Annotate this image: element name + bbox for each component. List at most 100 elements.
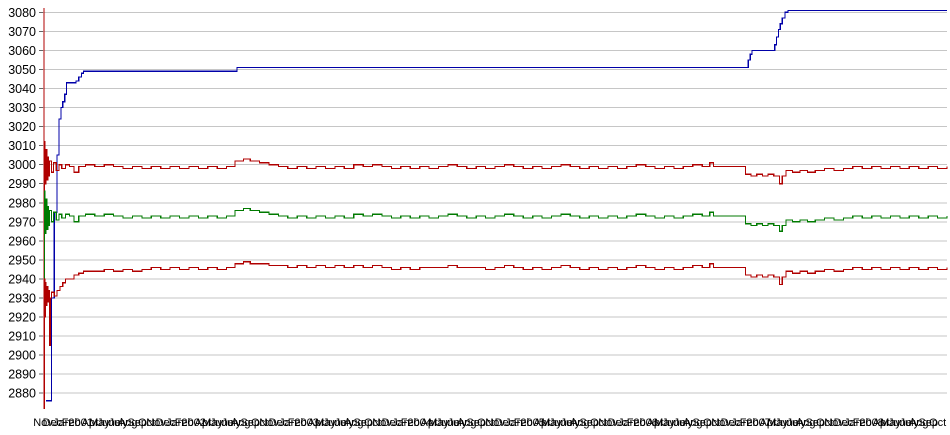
x-tick-label: Aug (570, 417, 590, 429)
x-tick-label: June (436, 417, 460, 429)
x-tick-label: June (888, 417, 912, 429)
x-tick-label: Oct (929, 417, 946, 429)
x-tick-label: Sep (805, 417, 825, 429)
x-tick-label: Sep (579, 417, 599, 429)
x-tick-label: July (900, 417, 920, 429)
x-tick-label: July (109, 417, 129, 429)
x-tick-label: Dec (721, 417, 741, 429)
x-tick-label: 2001 (68, 417, 92, 429)
y-tick-label: 2890 (8, 368, 36, 382)
y-tick-label: 3010 (8, 139, 36, 153)
x-axis-labels: NovDecJanFeb2001AprMayJuneJulyAugSepOctN… (33, 417, 946, 429)
x-tick-label: Oct (703, 417, 720, 429)
x-tick-label: May (654, 417, 675, 429)
y-tick-label: 2900 (8, 349, 36, 363)
y-tick-label: 3020 (8, 120, 36, 134)
x-tick-label: Aug (344, 417, 364, 429)
x-tick-label: Oct (816, 417, 833, 429)
y-axis-ticks (39, 11, 43, 394)
y-axis-labels: 2880 2890 2900 2910 2920 2930 2940 2950 2960 2970… (8, 6, 36, 401)
y-tick-label: 3000 (8, 158, 36, 172)
x-tick-label: May (89, 417, 110, 429)
x-tick-label: June (662, 417, 686, 429)
x-tick-label: Sep (353, 417, 373, 429)
x-tick-label: June (775, 417, 799, 429)
series-blue-step-line (45, 9, 947, 402)
x-tick-label: July (561, 417, 581, 429)
x-tick-label: Nov (146, 417, 166, 429)
data-series (43, 7, 948, 409)
x-tick-label: 2005 (520, 417, 544, 429)
y-tick-label: 2990 (8, 177, 36, 191)
series-red-lower-line (43, 261, 948, 409)
x-tick-label: July (222, 417, 242, 429)
x-tick-label: 2008 (859, 417, 883, 429)
y-tick-label: 2910 (8, 330, 36, 344)
x-tick-label: June (323, 417, 347, 429)
x-tick-label: 2002 (181, 417, 205, 429)
y-tick-label: 3080 (8, 6, 36, 20)
y-tick-label: 2970 (8, 215, 36, 229)
x-tick-label: Oct (477, 417, 494, 429)
x-tick-label: Jan (166, 417, 184, 429)
x-tick-label: Nov (711, 417, 731, 429)
x-tick-label: Apr (534, 417, 551, 429)
y-tick-label: 2930 (8, 291, 36, 305)
x-tick-label: May (767, 417, 788, 429)
x-tick-label: Feb (62, 417, 81, 429)
x-tick-label: July (674, 417, 694, 429)
x-tick-label: May (428, 417, 449, 429)
x-tick-label: Dec (269, 417, 289, 429)
x-tick-label: Nov (485, 417, 505, 429)
x-tick-label: Apr (647, 417, 664, 429)
x-tick-label: Feb (627, 417, 646, 429)
x-tick-label: 2006 (633, 417, 657, 429)
x-tick-label: 2003 (294, 417, 318, 429)
x-tick-label: Feb (740, 417, 759, 429)
x-tick-label: Dec (382, 417, 402, 429)
y-tick-label: 2940 (8, 272, 36, 286)
x-tick-label: Feb (853, 417, 872, 429)
x-tick-label: Sep (692, 417, 712, 429)
y-tick-label: 2880 (8, 387, 36, 401)
x-tick-label: Apr (82, 417, 99, 429)
x-tick-label: Feb (288, 417, 307, 429)
x-tick-label: Nov (372, 417, 392, 429)
x-tick-label: Apr (308, 417, 325, 429)
x-tick-label: Nov (824, 417, 844, 429)
x-tick-label: June (549, 417, 573, 429)
x-tick-label: Sep (240, 417, 260, 429)
x-tick-label: Dec (834, 417, 854, 429)
x-tick-label: Nov (598, 417, 618, 429)
x-tick-label: June (97, 417, 121, 429)
x-tick-label: May (202, 417, 223, 429)
y-tick-label: 2950 (8, 253, 36, 267)
x-tick-label: Jan (844, 417, 862, 429)
gridlines (43, 11, 947, 394)
x-tick-label: Jan (53, 417, 71, 429)
x-tick-label: Nov (33, 417, 53, 429)
x-tick-label: Jan (618, 417, 636, 429)
y-tick-label: 2960 (8, 234, 36, 248)
y-tick-label: 2920 (8, 311, 36, 325)
x-tick-label: July (448, 417, 468, 429)
y-tick-label: 3070 (8, 25, 36, 39)
series-green-middle-line (43, 190, 948, 402)
series-red-upper-line (43, 7, 948, 409)
x-tick-label: 2004 (407, 417, 431, 429)
x-tick-label: Dec (495, 417, 515, 429)
y-tick-label: 2980 (8, 196, 36, 210)
x-tick-label: May (315, 417, 336, 429)
x-tick-label: Dec (156, 417, 176, 429)
x-tick-label: Sep (918, 417, 938, 429)
x-tick-label: Feb (401, 417, 420, 429)
x-tick-label: May (541, 417, 562, 429)
x-tick-label: Aug (796, 417, 816, 429)
x-tick-label: July (787, 417, 807, 429)
x-tick-label: Oct (138, 417, 155, 429)
x-tick-label: Aug (231, 417, 251, 429)
x-tick-label: Dec (608, 417, 628, 429)
x-tick-label: July (335, 417, 355, 429)
